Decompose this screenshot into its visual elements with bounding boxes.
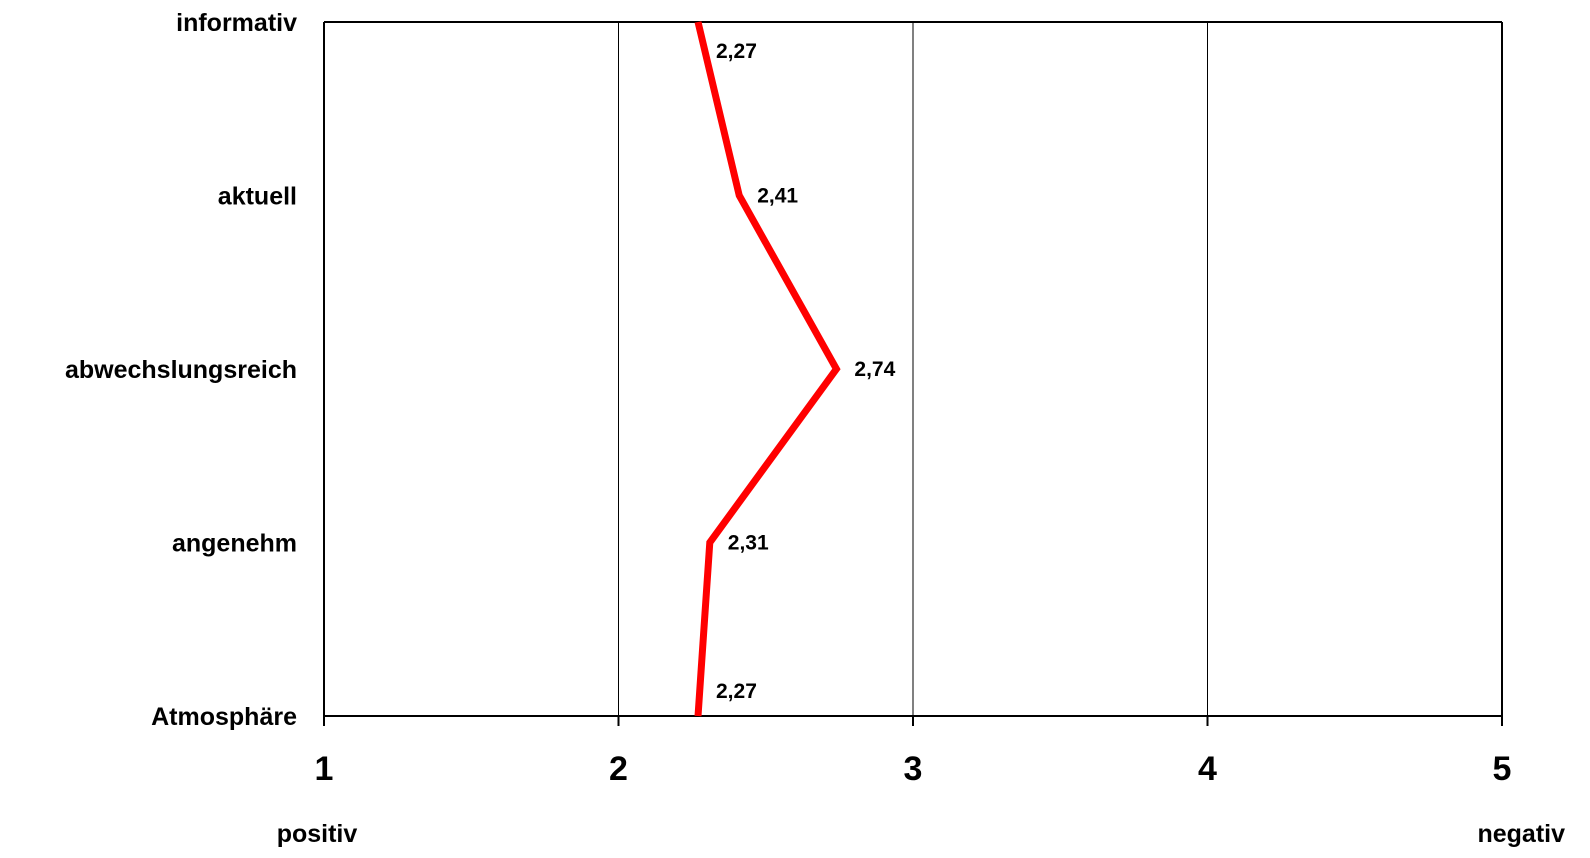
data-label-3: 2,31	[728, 532, 769, 555]
data-label-1: 2,41	[757, 185, 798, 208]
tick-label-4: 4	[1198, 750, 1217, 788]
tick-label-3: 3	[904, 750, 923, 788]
data-labels: 2,27 2,41 2,74 2,31 2,27	[716, 40, 896, 703]
category-label-1: aktuell	[218, 183, 297, 211]
tick-label-2: 2	[609, 750, 628, 788]
data-label-0: 2,27	[716, 40, 757, 63]
data-label-2: 2,74	[854, 358, 895, 381]
category-label-2: abwechslungsreich	[65, 356, 297, 384]
series	[694, 21, 841, 717]
gridlines	[618, 22, 1208, 716]
category-label-4: Atmosphäre	[151, 703, 297, 731]
axes	[323, 21, 1503, 717]
x-ticks: 1 2 3 4 5	[315, 716, 1512, 788]
scale-end-label: negativ	[1477, 820, 1565, 848]
series-line	[694, 21, 841, 717]
category-label-0: informativ	[176, 9, 297, 37]
category-label-3: angenehm	[172, 530, 297, 558]
scale-start-label: positiv	[277, 820, 358, 848]
tick-label-5: 5	[1493, 750, 1512, 788]
tick-label-1: 1	[315, 750, 334, 788]
category-labels: informativ aktuell abwechslungsreich angene…	[65, 9, 297, 731]
data-label-4: 2,27	[716, 680, 757, 703]
